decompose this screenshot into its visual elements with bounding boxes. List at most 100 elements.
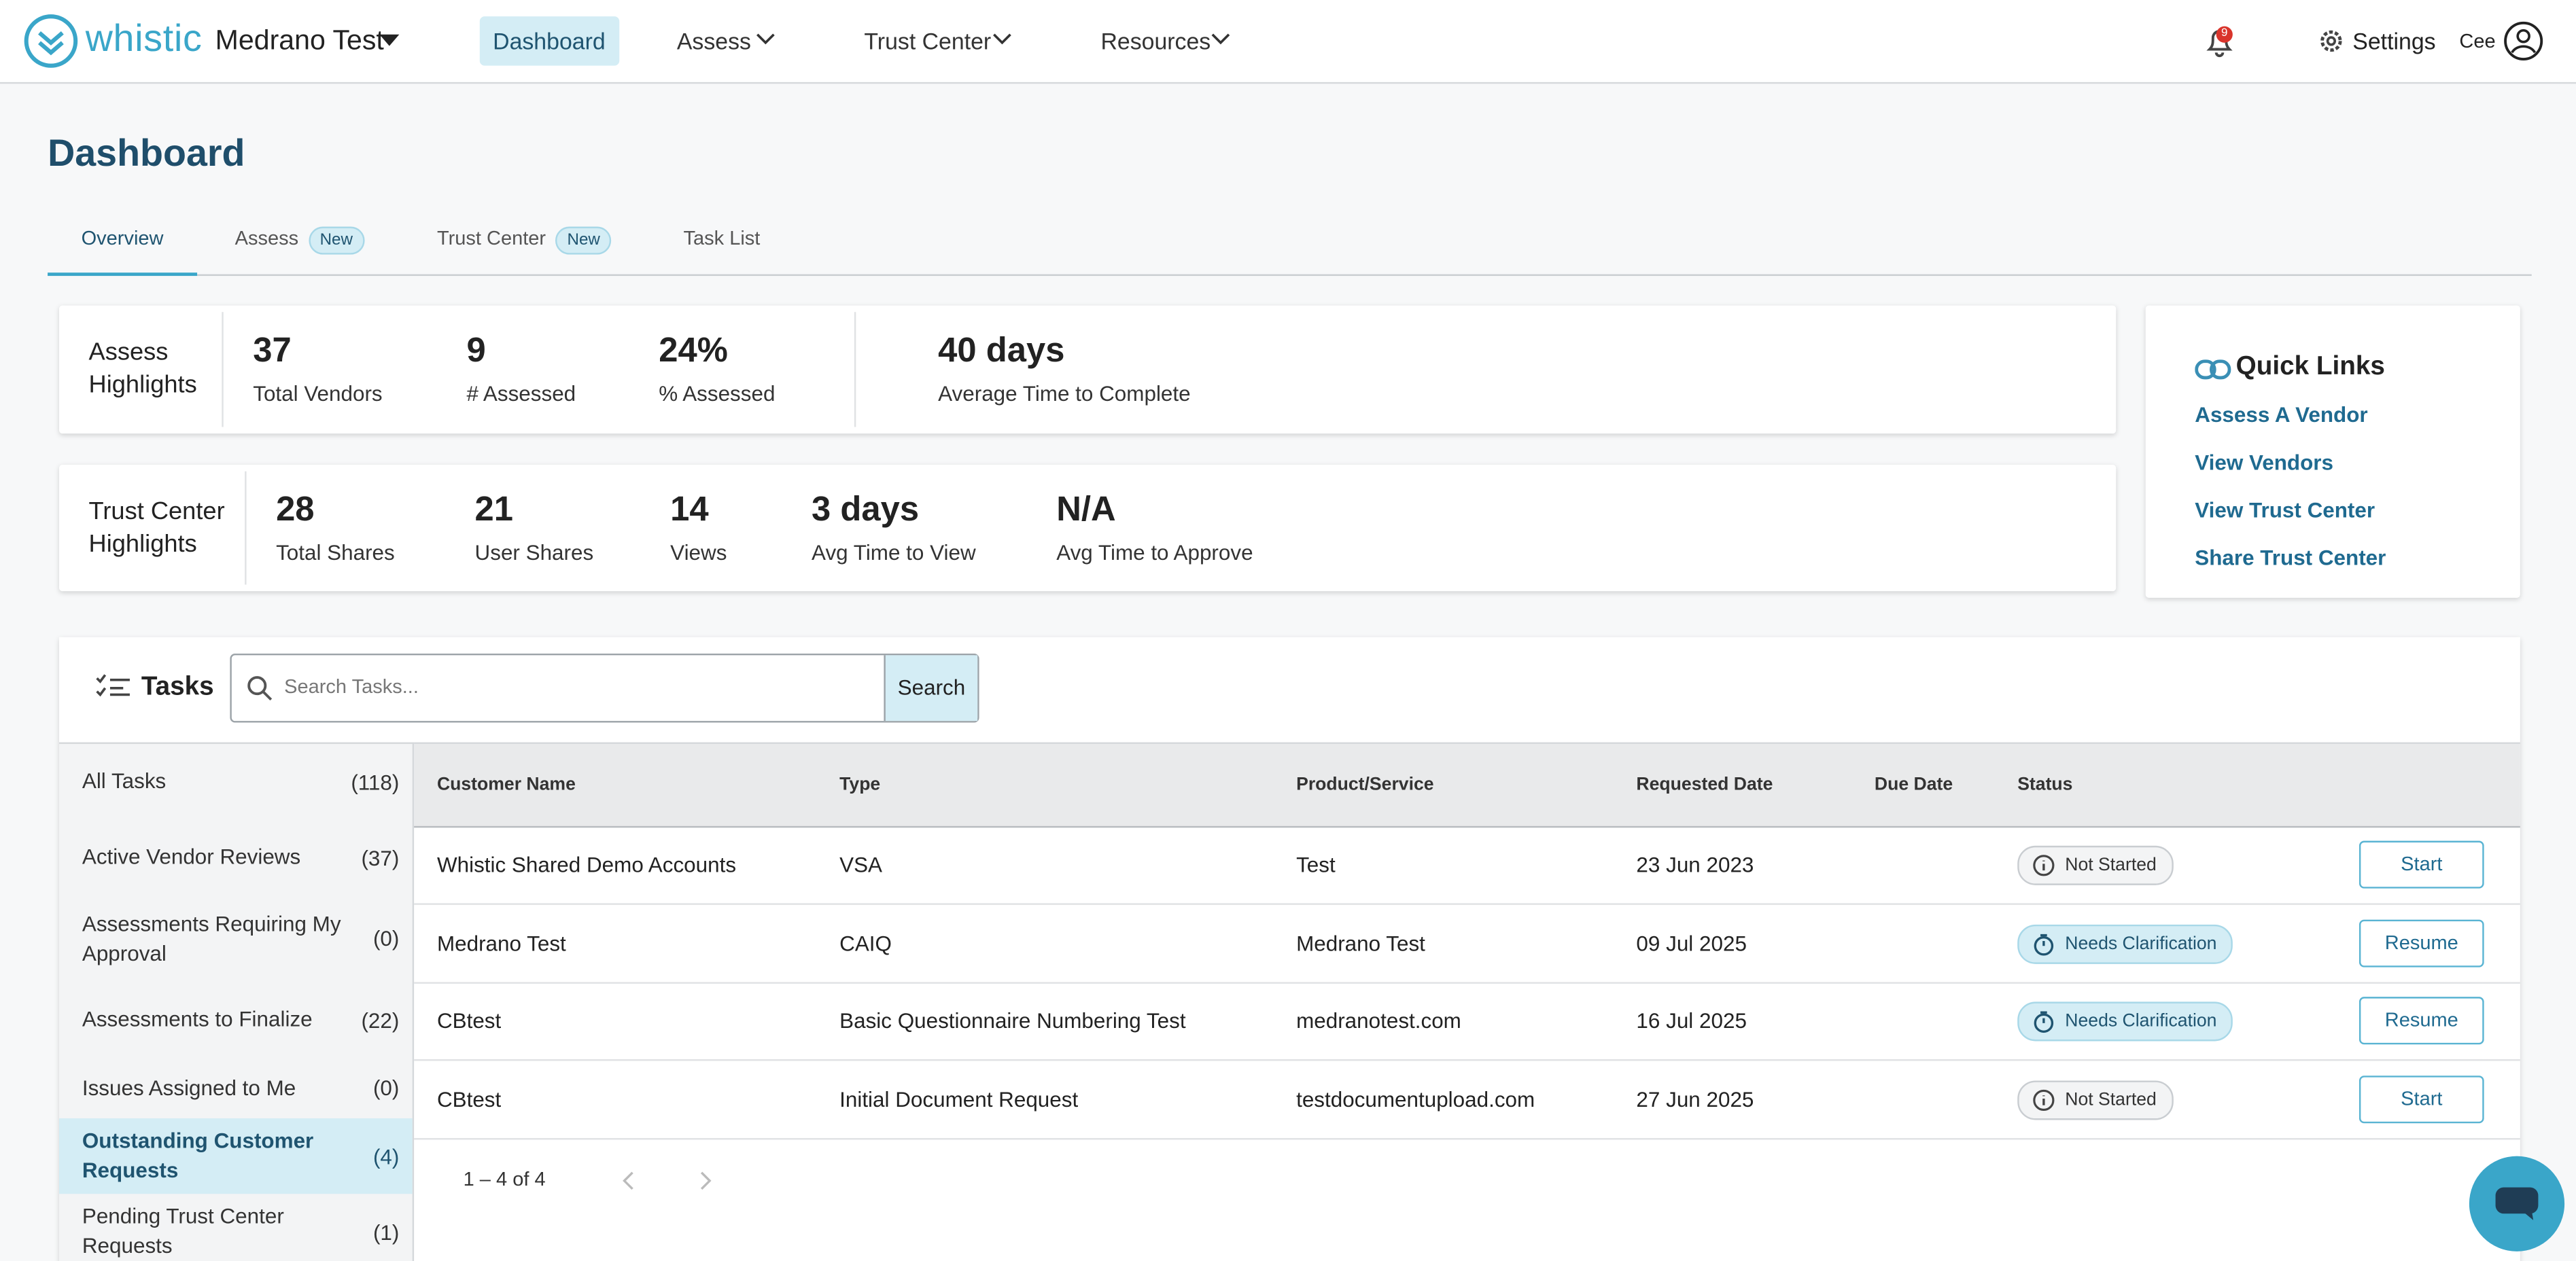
requested-date: 09 Jul 2025 xyxy=(1636,930,1747,955)
stat-label: User Shares xyxy=(474,540,594,565)
tasks-icon xyxy=(96,674,130,697)
table-row: Whistic Shared Demo Accounts VSA Test 23 Ju… xyxy=(414,826,2520,905)
column-header[interactable]: Due Date xyxy=(1874,775,1953,795)
search-box[interactable]: Search Tasks... Search xyxy=(230,654,979,723)
filter-count: (4) xyxy=(372,1143,400,1169)
column-header[interactable]: Product/Service xyxy=(1296,775,1434,795)
quick-link[interactable]: Share Trust Center xyxy=(2195,545,2386,570)
task-filter[interactable]: Pending Trust Center Requests (1) xyxy=(59,1194,413,1261)
task-filter[interactable]: All Tasks (118) xyxy=(59,744,413,819)
tab-label: Trust Center xyxy=(436,226,546,250)
customer-name: CBtest xyxy=(436,1008,502,1033)
chevron xyxy=(1211,33,1230,45)
stat-label: Average Time to Complete xyxy=(938,380,1191,406)
filter-label: Issues Assigned to Me xyxy=(82,1074,296,1100)
quick-links-title: Quick Links xyxy=(2235,353,2385,381)
stat-label: Views xyxy=(670,540,727,565)
action-button[interactable]: Resume xyxy=(2359,997,2484,1045)
action-button[interactable]: Start xyxy=(2359,1074,2484,1123)
column-header[interactable]: Status xyxy=(2017,775,2073,795)
stat: 24% % Assessed xyxy=(659,332,775,406)
assess-highlights: Assess Highlights 37 Total Vendors 9 # Asses… xyxy=(59,305,2117,434)
nav-link[interactable]: Trust Center xyxy=(864,28,992,54)
page-arrows[interactable] xyxy=(621,1169,720,1192)
tab[interactable]: Assess New xyxy=(235,210,364,272)
table-row: Medrano Test CAIQ Medrano Test 09 Jul 2025 N… xyxy=(414,904,2520,983)
page-title: Dashboard xyxy=(48,131,245,175)
task-filter[interactable]: Active Vendor Reviews (37) xyxy=(59,819,413,895)
filter-count: (37) xyxy=(361,845,400,870)
divider xyxy=(245,471,247,585)
filter-label: Active Vendor Reviews xyxy=(82,844,301,869)
nav-link[interactable]: Dashboard xyxy=(479,16,619,66)
notification-count: 9 xyxy=(2216,26,2233,43)
task-filter[interactable]: Issues Assigned to Me (0) xyxy=(59,1058,413,1118)
stat-label: Avg Time to View xyxy=(812,540,976,565)
tab[interactable]: Overview xyxy=(48,210,198,277)
stat-label: Total Shares xyxy=(276,540,395,565)
requested-date: 23 Jun 2023 xyxy=(1636,852,1754,877)
task-type: CAIQ xyxy=(839,930,892,955)
action-button[interactable]: Resume xyxy=(2359,919,2484,967)
chevron xyxy=(756,33,775,45)
quick-link[interactable]: Assess A Vendor xyxy=(2195,402,2368,427)
tab[interactable]: Task List xyxy=(684,210,761,272)
dropdown-icon[interactable] xyxy=(378,33,401,49)
brand[interactable]: whistic xyxy=(85,16,203,60)
top-bar: whistic Medrano Test Dashboard Assess Tr… xyxy=(0,0,2576,84)
filter-label: Assessments to Finalize xyxy=(82,1006,313,1031)
action-button[interactable]: Start xyxy=(2359,840,2484,889)
task-filter[interactable]: Assessments Requiring My Approval (0) xyxy=(59,895,413,982)
column-header[interactable]: Customer Name xyxy=(436,775,576,795)
stat-value: 21 xyxy=(474,491,514,529)
stat: 14 Views xyxy=(670,491,727,565)
task-filter[interactable]: Assessments to Finalize (22) xyxy=(59,982,413,1057)
nav-link[interactable]: Assess xyxy=(676,28,751,54)
settings-link[interactable]: Settings xyxy=(2352,28,2436,54)
org-switcher[interactable]: Medrano Test xyxy=(215,24,384,56)
product-service: Medrano Test xyxy=(1296,930,1425,955)
stat-value: 14 xyxy=(670,491,709,529)
column-header[interactable]: Type xyxy=(839,775,881,795)
filter-label: Pending Trust Center Requests xyxy=(82,1203,284,1258)
product-service: Test xyxy=(1296,852,1336,877)
gear-icon[interactable] xyxy=(2318,28,2345,54)
status-icon xyxy=(2034,1011,2054,1033)
tab[interactable]: Trust Center New xyxy=(437,210,612,272)
stat: 40 days Average Time to Complete xyxy=(938,332,1190,406)
nav-link[interactable]: Resources xyxy=(1100,28,1211,54)
task-filter[interactable]: Outstanding Customer Requests (4) xyxy=(59,1118,413,1194)
quick-link[interactable]: View Trust Center xyxy=(2195,497,2375,522)
chat-button[interactable] xyxy=(2469,1156,2565,1251)
customer-name: CBtest xyxy=(436,1086,502,1112)
column-header[interactable]: Requested Date xyxy=(1636,775,1773,795)
new-badge: New xyxy=(308,226,364,255)
trust-center-highlights: Trust Center Highlights 28 Total Shares 21 U… xyxy=(59,465,2117,592)
filter-count: (0) xyxy=(372,926,400,951)
status-pill: Needs Clarification xyxy=(2017,1001,2233,1042)
stat: 9 # Assessed xyxy=(466,332,576,406)
tasks-title: Tasks xyxy=(141,673,214,702)
user-name[interactable]: Cee xyxy=(2459,29,2496,53)
avatar-icon[interactable] xyxy=(2504,21,2543,60)
stat-value: 3 days xyxy=(812,491,920,529)
filter-count: (22) xyxy=(361,1007,400,1033)
search-placeholder: Search Tasks... xyxy=(284,675,419,698)
task-type: Basic Questionnaire Numbering Test xyxy=(839,1008,1186,1033)
filter-count: (1) xyxy=(372,1219,400,1244)
search-button[interactable]: Search xyxy=(884,655,978,722)
filter-count: (0) xyxy=(372,1076,400,1101)
tab-label: Assess xyxy=(234,226,299,250)
customer-name: Whistic Shared Demo Accounts xyxy=(436,852,737,877)
stat: 21 User Shares xyxy=(475,491,594,565)
status-icon xyxy=(2033,855,2055,876)
requested-date: 16 Jul 2025 xyxy=(1636,1008,1747,1033)
tasks-panel: Tasks Search Tasks... Search All Tasks (1… xyxy=(59,637,2520,1261)
status-pill: Not Started xyxy=(2017,845,2173,885)
stat: 3 days Avg Time to View xyxy=(812,491,976,565)
task-type: Initial Document Request xyxy=(839,1086,1079,1112)
quick-link[interactable]: View Vendors xyxy=(2195,450,2333,475)
logo-icon xyxy=(24,14,78,68)
chat-icon xyxy=(2495,1187,2539,1220)
